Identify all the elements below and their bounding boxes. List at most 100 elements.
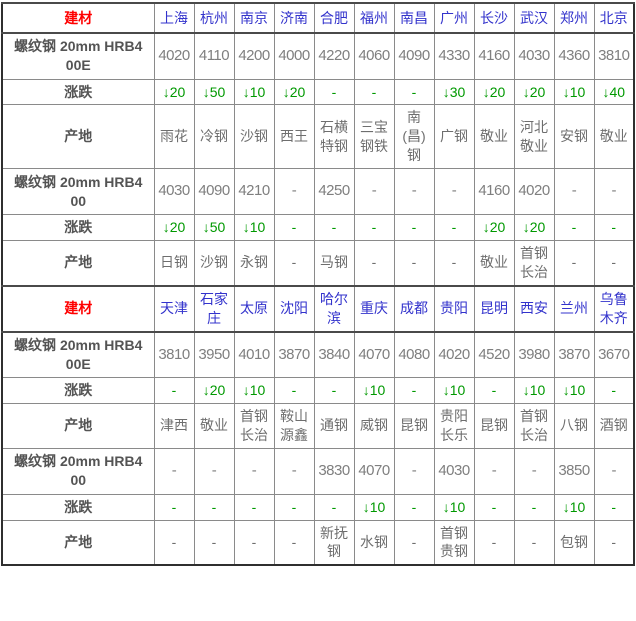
- change-cell: -: [353, 214, 395, 241]
- origin-cell: -: [513, 519, 555, 566]
- price-cell: 3870: [553, 331, 595, 379]
- origin-cell: 首钢长治: [513, 402, 555, 449]
- row-label: 螺纹钢 20mm HRB400E: [1, 331, 155, 379]
- origin-cell: 水钢: [353, 519, 395, 566]
- origin-cell: -: [393, 239, 435, 287]
- price-row: 螺纹钢 20mm HRB400- - - -3830 4070-4030- -3850-: [1, 447, 635, 495]
- origin-cell: -: [433, 239, 475, 287]
- price-row: 螺纹钢 20mm HRB400E 3810 3950 4010 3870 3840 4070…: [1, 331, 635, 379]
- change-cell: -: [313, 493, 355, 521]
- change-cell: -: [593, 377, 635, 404]
- change-cell: ↓10: [553, 493, 595, 521]
- change-cell: -: [153, 493, 195, 521]
- origin-cell: 首钢长治: [513, 239, 555, 287]
- price-cell: -: [153, 447, 195, 495]
- section-header-row: 建材 天津 石家庄 太原 沈阳 哈尔滨 重庆 成都 贵阳 昆明 西安 兰州 乌鲁木齐: [1, 284, 635, 333]
- city-header: 南京: [233, 2, 275, 34]
- change-cell: ↓10: [513, 377, 555, 404]
- origin-cell: 通钢: [313, 402, 355, 449]
- city-header: 合肥: [313, 2, 355, 34]
- change-cell: -: [193, 493, 235, 521]
- price-cell: 4030: [153, 168, 195, 216]
- price-cell: -: [393, 168, 435, 216]
- change-cell: -: [313, 214, 355, 241]
- price-cell: -: [273, 447, 315, 495]
- city-header: 南昌: [393, 2, 435, 34]
- price-cell: 4030: [513, 32, 555, 80]
- row-label: 产地: [1, 104, 155, 170]
- change-cell: ↓20: [513, 78, 555, 106]
- change-cell: -: [273, 377, 315, 404]
- origin-cell: -: [233, 519, 275, 566]
- origin-cell: 西王: [273, 104, 315, 170]
- change-cell: -: [393, 214, 435, 241]
- origin-cell: 三宝钢铁: [353, 104, 395, 170]
- price-cell: -: [473, 447, 515, 495]
- change-cell: -: [353, 78, 395, 106]
- origin-cell: 包钢: [553, 519, 595, 566]
- row-label: 涨跌: [1, 78, 155, 106]
- city-header: 石家庄: [193, 284, 235, 333]
- origin-cell: 冷钢: [193, 104, 235, 170]
- change-cell: ↓30: [433, 78, 475, 106]
- city-header: 北京: [593, 2, 635, 34]
- change-cell: -: [473, 493, 515, 521]
- change-cell: -: [153, 377, 195, 404]
- price-cell: 3840: [313, 331, 355, 379]
- city-header: 杭州: [193, 2, 235, 34]
- origin-cell: 敬业: [193, 402, 235, 449]
- change-cell: ↓50: [193, 214, 235, 241]
- price-cell: 3830: [313, 447, 355, 495]
- change-cell: ↓10: [233, 377, 275, 404]
- change-cell: ↓20: [193, 377, 235, 404]
- price-row: 螺纹钢 20mm HRB400 4030 4090 4210-4250- - -4160 4…: [1, 168, 635, 216]
- change-cell: -: [273, 493, 315, 521]
- city-header: 兰州: [553, 284, 595, 333]
- city-header: 西安: [513, 284, 555, 333]
- change-cell: -: [393, 377, 435, 404]
- row-label: 螺纹钢 20mm HRB400: [1, 168, 155, 216]
- origin-cell: -: [193, 519, 235, 566]
- origin-row: 产地 日钢 沙钢 永钢 - 马钢 - - - 敬业 首钢长治 - -: [1, 239, 635, 287]
- change-cell: ↓10: [553, 78, 595, 106]
- price-cell: 4090: [393, 32, 435, 80]
- change-cell: ↓10: [233, 78, 275, 106]
- city-header: 贵阳: [433, 284, 475, 333]
- origin-cell: 沙钢: [233, 104, 275, 170]
- origin-cell: 酒钢: [593, 402, 635, 449]
- origin-cell: 首钢贵钢: [433, 519, 475, 566]
- price-cell: 4160: [473, 32, 515, 80]
- change-cell: -: [473, 377, 515, 404]
- origin-cell: -: [593, 239, 635, 287]
- city-header: 天津: [153, 284, 195, 333]
- price-cell: -: [233, 447, 275, 495]
- origin-cell: 马钢: [313, 239, 355, 287]
- change-cell: ↓50: [193, 78, 235, 106]
- change-cell: ↓20: [473, 214, 515, 241]
- price-cell: 3810: [593, 32, 635, 80]
- origin-cell: 昆钢: [393, 402, 435, 449]
- price-cell: 4080: [393, 331, 435, 379]
- change-cell: ↓20: [473, 78, 515, 106]
- origin-cell: 敬业: [473, 104, 515, 170]
- change-cell: -: [313, 78, 355, 106]
- origin-cell: -: [593, 519, 635, 566]
- price-cell: 4210: [233, 168, 275, 216]
- price-cell: 3850: [553, 447, 595, 495]
- price-cell: 4010: [233, 331, 275, 379]
- price-cell: 4090: [193, 168, 235, 216]
- change-row: 涨跌 - - - - - ↓10- ↓10- - ↓10-: [1, 493, 635, 521]
- price-cell: -: [353, 168, 395, 216]
- change-cell: ↓20: [153, 78, 195, 106]
- city-header: 太原: [233, 284, 275, 333]
- city-header: 重庆: [353, 284, 395, 333]
- price-cell: 4020: [433, 331, 475, 379]
- origin-cell: 敬业: [473, 239, 515, 287]
- price-cell: -: [513, 447, 555, 495]
- steel-price-table: 建材 上海 杭州 南京 济南 合肥 福州 南昌 广州 长沙 武汉 郑州 北京 螺纹钢 20mm HRB40…: [1, 2, 635, 567]
- change-cell: -: [393, 493, 435, 521]
- change-cell: ↓20: [513, 214, 555, 241]
- origin-cell: 威钢: [353, 402, 395, 449]
- price-cell: 4030: [433, 447, 475, 495]
- price-cell: 4020: [513, 168, 555, 216]
